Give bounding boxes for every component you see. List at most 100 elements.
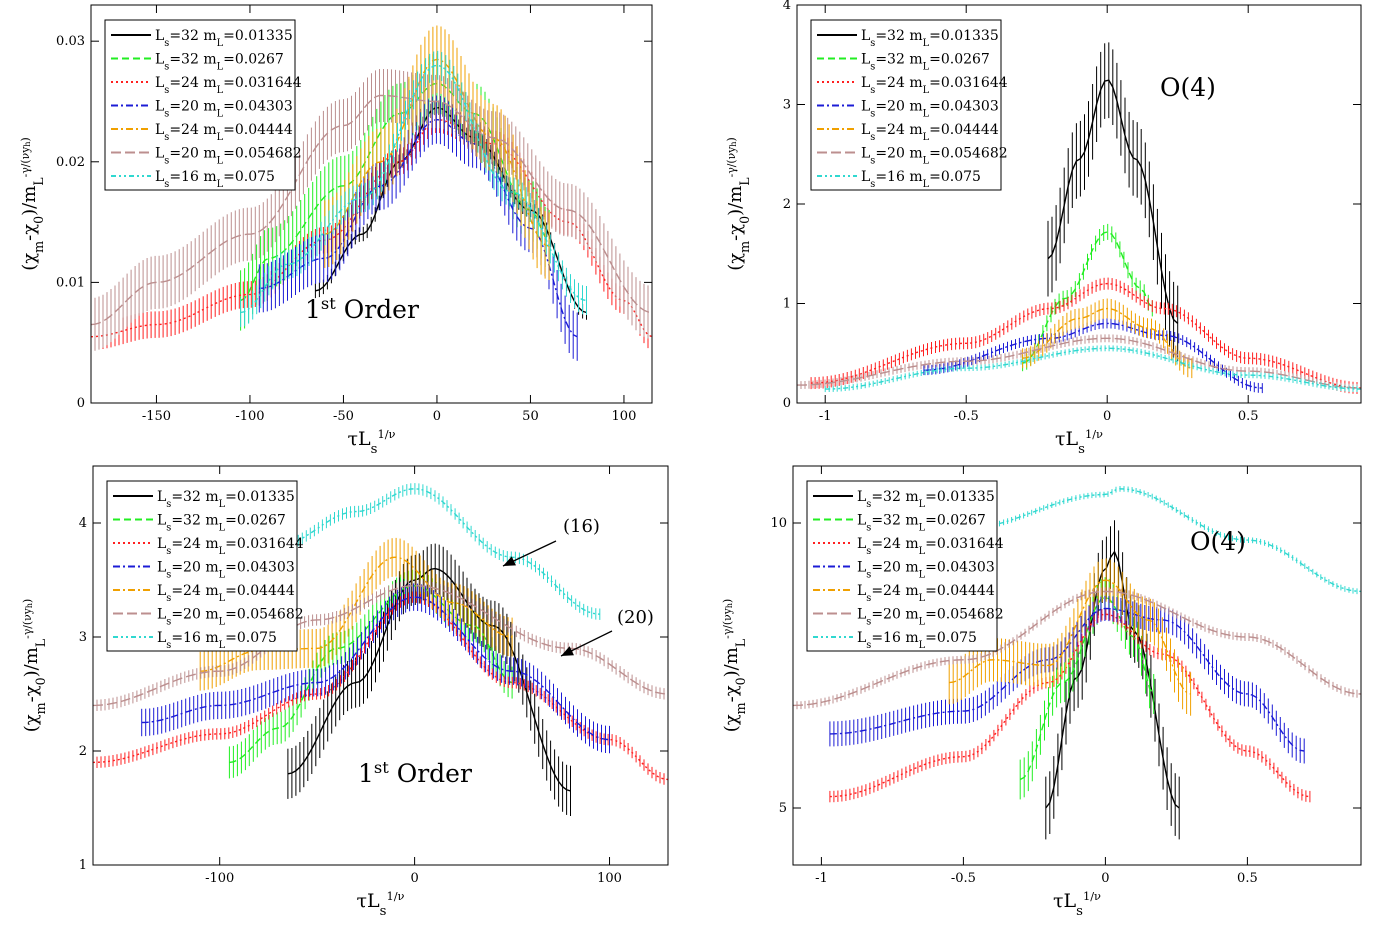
- legend-label-Ls32_mL0.01335: Ls=32 mL=0.01335: [157, 489, 295, 510]
- legend-label-Ls20_mL0.04303: Ls=20 mL=0.04303: [155, 99, 293, 120]
- legend-label-Ls20_mL0.054682: Ls=20 mL=0.054682: [157, 607, 304, 628]
- y-axis-label: (χm-χ0)/mL-γ/(νyh): [21, 599, 48, 733]
- legend-label-Ls20_mL0.04303: Ls=20 mL=0.04303: [861, 99, 999, 120]
- legend-label-Ls20_mL0.04303: Ls=20 mL=0.04303: [857, 560, 995, 581]
- legend-label-Ls24_mL0.031644: Ls=24 mL=0.031644: [155, 75, 302, 96]
- y-tick-label: 1: [783, 297, 791, 312]
- x-tick-label: -1: [819, 409, 832, 424]
- series-line-Ls24_mL0.04444: [1022, 307, 1192, 369]
- legend-label-Ls32_mL0.0267: Ls=32 mL=0.0267: [157, 513, 286, 534]
- arrow-head: [561, 646, 574, 656]
- annotation-label: 1st Order: [358, 758, 472, 789]
- y-tick-label: 0: [783, 396, 791, 411]
- x-tick-label: -100: [235, 409, 264, 424]
- chart-panel-top-right: -1 -0.5 0 0.5 0 1 2 3 4 τLs1/ν (χm-χ0)/mL-γ/(νyh) O…: [725, 0, 1362, 457]
- legend-label-Ls32_mL0.0267: Ls=32 mL=0.0267: [857, 513, 986, 534]
- legend-label-Ls32_mL0.01335: Ls=32 mL=0.01335: [155, 28, 293, 49]
- x-tick-label: 100: [597, 871, 622, 886]
- legend-label-Ls24_mL0.04444: Ls=24 mL=0.04444: [857, 583, 995, 604]
- series-line-Ls16_mL0.075: [825, 347, 1361, 390]
- series-line-Ls24_mL0.04444: [949, 579, 1191, 695]
- annotation-label: O(4): [1190, 527, 1246, 556]
- legend-label-Ls20_mL0.054682: Ls=20 mL=0.054682: [861, 146, 1008, 167]
- y-tick-label: 5: [779, 801, 787, 816]
- legend-label-Ls24_mL0.04444: Ls=24 mL=0.04444: [157, 583, 295, 604]
- y-tick-label: 2: [79, 744, 87, 759]
- x-tick-label: 0: [1101, 871, 1109, 886]
- x-tick-label: -100: [205, 871, 234, 886]
- legend-label-Ls16_mL0.075: Ls=16 mL=0.075: [857, 630, 977, 651]
- annotation-label: O(4): [1160, 73, 1216, 102]
- legend-label-Ls20_mL0.04303: Ls=20 mL=0.04303: [157, 560, 295, 581]
- y-tick-label: 4: [79, 516, 87, 531]
- series-line-Ls32_mL0.0267: [229, 585, 513, 764]
- series-line-Ls32_mL0.01335: [1045, 550, 1180, 809]
- x-tick-label: -50: [333, 409, 354, 424]
- arrow-label: (20): [617, 607, 654, 628]
- series-line-Ls32_mL0.0267: [1019, 596, 1155, 781]
- x-axis-label: τLs1/ν: [1053, 889, 1101, 919]
- legend-label-Ls32_mL0.01335: Ls=32 mL=0.01335: [857, 489, 995, 510]
- series-line-Ls20_mL0.054682: [793, 590, 1361, 707]
- series-line-Ls32_mL0.0267: [240, 82, 550, 302]
- series-group: [797, 42, 1361, 394]
- x-tick-label: 0: [1103, 409, 1111, 424]
- series-line-Ls20_mL0.04303: [259, 118, 578, 338]
- series-line-Ls16_mL0.075: [278, 488, 600, 615]
- series-line-Ls20_mL0.04303: [141, 596, 610, 741]
- legend-label-Ls16_mL0.075: Ls=16 mL=0.075: [861, 169, 981, 190]
- series-line-Ls32_mL0.01335: [1047, 79, 1179, 324]
- arrow-label: (16): [563, 516, 600, 537]
- series-line-Ls20_mL0.054682: [93, 585, 668, 707]
- legend-label-Ls24_mL0.031644: Ls=24 mL=0.031644: [857, 536, 1004, 557]
- series-line-Ls24_mL0.031644: [93, 596, 668, 781]
- x-tick-label: -1: [815, 871, 828, 886]
- legend-label-Ls24_mL0.031644: Ls=24 mL=0.031644: [861, 75, 1008, 96]
- x-tick-label: 100: [612, 409, 637, 424]
- series-line-Ls16_mL0.075: [240, 64, 587, 314]
- x-tick-label: 50: [522, 409, 539, 424]
- y-axis-label: (χm-χ0)/mL-γ/(νyh): [725, 137, 752, 271]
- series-group: [793, 486, 1361, 840]
- legend-label-Ls16_mL0.075: Ls=16 mL=0.075: [155, 169, 275, 190]
- plot-frame: [792, 465, 1362, 866]
- series-line-Ls32_mL0.0267: [1022, 231, 1153, 364]
- legend-label-Ls24_mL0.04444: Ls=24 mL=0.04444: [155, 122, 293, 143]
- series-line-Ls20_mL0.04303: [829, 607, 1305, 752]
- legend-label-Ls20_mL0.054682: Ls=20 mL=0.054682: [857, 607, 1004, 628]
- y-tick-label: 0.01: [56, 275, 85, 290]
- y-tick-label: 3: [783, 98, 791, 113]
- legend-label-Ls32_mL0.01335: Ls=32 mL=0.01335: [861, 28, 999, 49]
- legend-label-Ls24_mL0.04444: Ls=24 mL=0.04444: [861, 122, 999, 143]
- x-tick-label: 0: [410, 871, 418, 886]
- plot-frame: [92, 465, 669, 866]
- x-axis-label: τLs1/ν: [357, 889, 405, 919]
- x-tick-label: -0.5: [951, 871, 976, 886]
- x-tick-label: 0.5: [1238, 409, 1259, 424]
- x-tick-label: 0.5: [1237, 871, 1258, 886]
- series-line-Ls20_mL0.054682: [91, 94, 652, 326]
- arrow-head: [503, 556, 516, 566]
- chart-panel-bottom-right: -1 -0.5 0 0.5 5 10 τLs1/ν (χm-χ0)/mL-γ/(νyh) O(4…: [721, 465, 1362, 919]
- y-tick-label: 10: [770, 516, 787, 531]
- legend-label-Ls24_mL0.031644: Ls=24 mL=0.031644: [157, 536, 304, 557]
- legend-label-Ls20_mL0.054682: Ls=20 mL=0.054682: [155, 146, 302, 167]
- x-tick-label: 0: [433, 409, 441, 424]
- y-tick-label: 0.02: [56, 155, 85, 170]
- y-tick-label: 0: [77, 396, 85, 411]
- y-tick-label: 4: [783, 0, 791, 13]
- legend-label-Ls16_mL0.075: Ls=16 mL=0.075: [157, 630, 277, 651]
- x-tick-label: -150: [142, 409, 171, 424]
- chart-panel-top-left: -150 -100 -50 0 50 100 0 0.01 0.02 0.03 τLs1/ν (χm-…: [19, 4, 653, 457]
- series-line-Ls20_mL0.054682: [797, 337, 1361, 389]
- series-line-Ls20_mL0.04303: [923, 322, 1263, 389]
- legend-label-Ls32_mL0.0267: Ls=32 mL=0.0267: [155, 52, 284, 73]
- series-line-Ls16_mL0.075: [963, 488, 1361, 593]
- y-axis-label: (χm-χ0)/mL-γ/(νyh): [19, 137, 46, 271]
- plot-frame: [90, 4, 653, 404]
- x-tick-label: -0.5: [954, 409, 979, 424]
- series-line-Ls32_mL0.01335: [287, 567, 571, 792]
- series-line-Ls24_mL0.031644: [91, 119, 652, 338]
- y-axis-label: (χm-χ0)/mL-γ/(νyh): [721, 599, 748, 733]
